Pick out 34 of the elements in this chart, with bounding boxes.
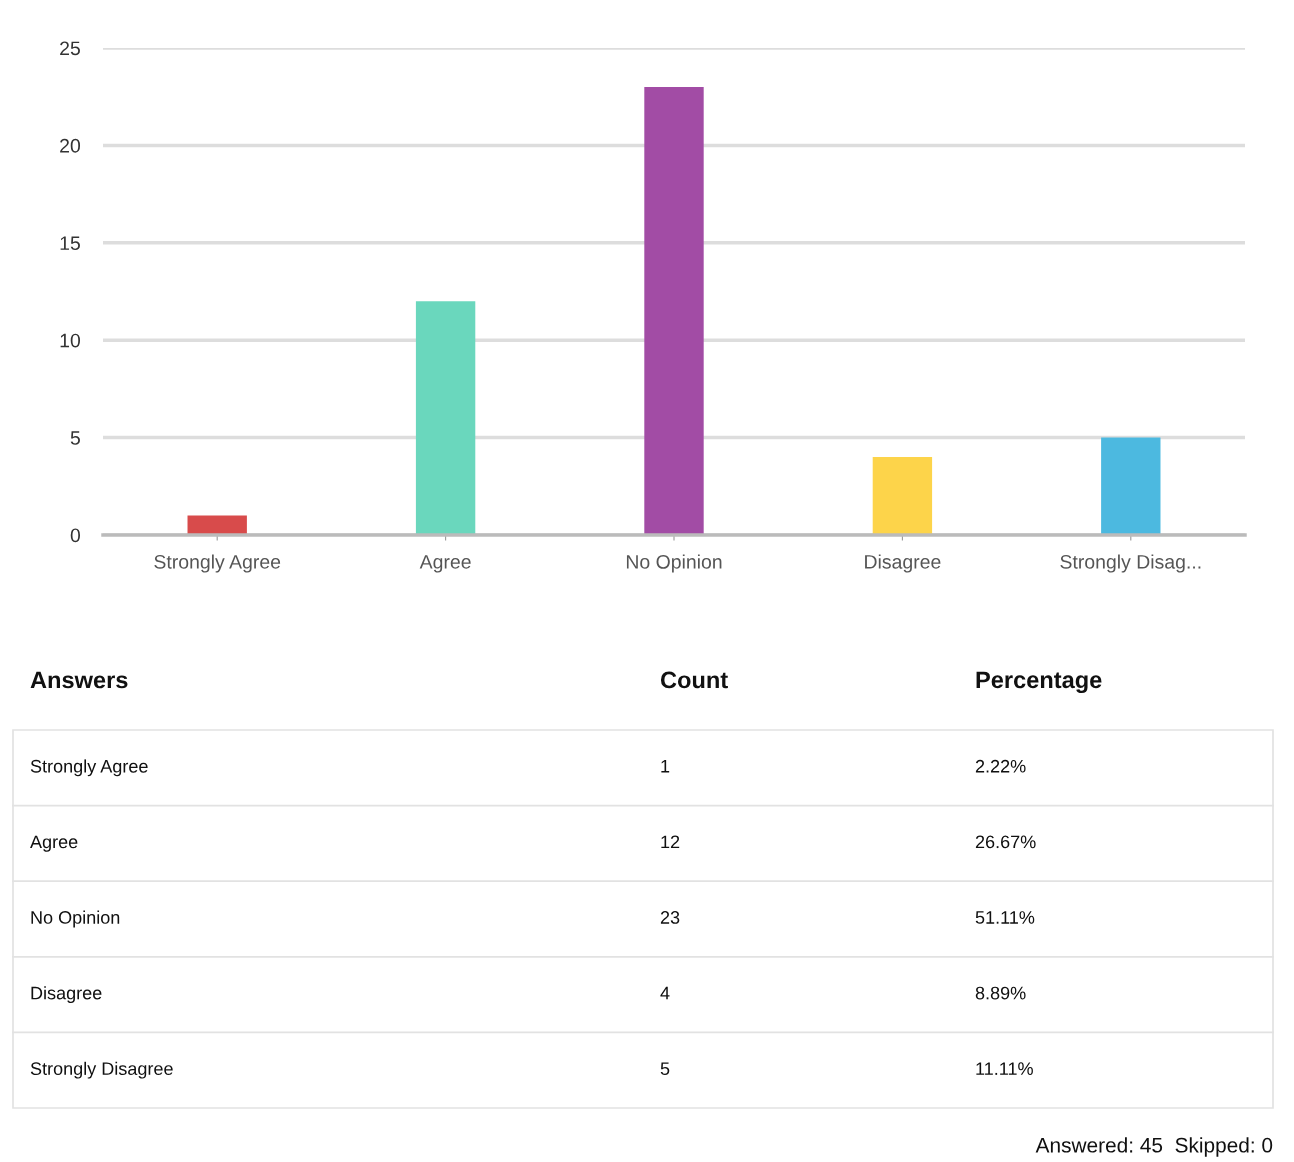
- y-tick-label: 10: [60, 333, 81, 348]
- text: 26.67%: [975, 835, 1036, 849]
- bar: [1101, 437, 1161, 535]
- y-tick-label: 25: [60, 41, 80, 56]
- x-tick-label: Agree: [419, 555, 471, 573]
- y-tick-label: 0: [70, 528, 81, 543]
- bar: [872, 457, 933, 535]
- y-tick-label: 20: [60, 138, 81, 153]
- text: Answers: [30, 671, 128, 689]
- bar: [415, 301, 476, 535]
- text: 8.89%: [975, 986, 1026, 1000]
- text: 11.11%: [976, 1062, 1033, 1075]
- text: Strongly Agree: [30, 759, 148, 777]
- bar: [644, 86, 704, 535]
- x-tick-label: Strongly Agree: [154, 554, 281, 573]
- text: Answered: 45 Skipped: 0: [1035, 1137, 1273, 1157]
- text: Agree: [30, 835, 78, 852]
- text: 12: [661, 835, 680, 849]
- text: No Opinion: [31, 910, 120, 928]
- x-tick-label: Disagree: [865, 554, 941, 573]
- text: Count: [660, 671, 728, 689]
- text: 23: [660, 911, 680, 924]
- text: 5: [660, 1062, 670, 1076]
- text: Disagree: [31, 986, 102, 1004]
- x-tick-label: No Opinion: [626, 554, 722, 573]
- text: Percentage: [976, 671, 1102, 694]
- text: 2.22%: [975, 759, 1026, 773]
- text: Strongly Disagree: [30, 1061, 173, 1079]
- y-tick-label: 5: [70, 431, 80, 445]
- x-tick-label: Strongly Disag...: [1060, 554, 1201, 573]
- y-tick-label: 15: [60, 236, 80, 251]
- text: 51.11%: [975, 911, 1035, 924]
- text: 4: [660, 986, 670, 1000]
- text: 1: [661, 760, 670, 773]
